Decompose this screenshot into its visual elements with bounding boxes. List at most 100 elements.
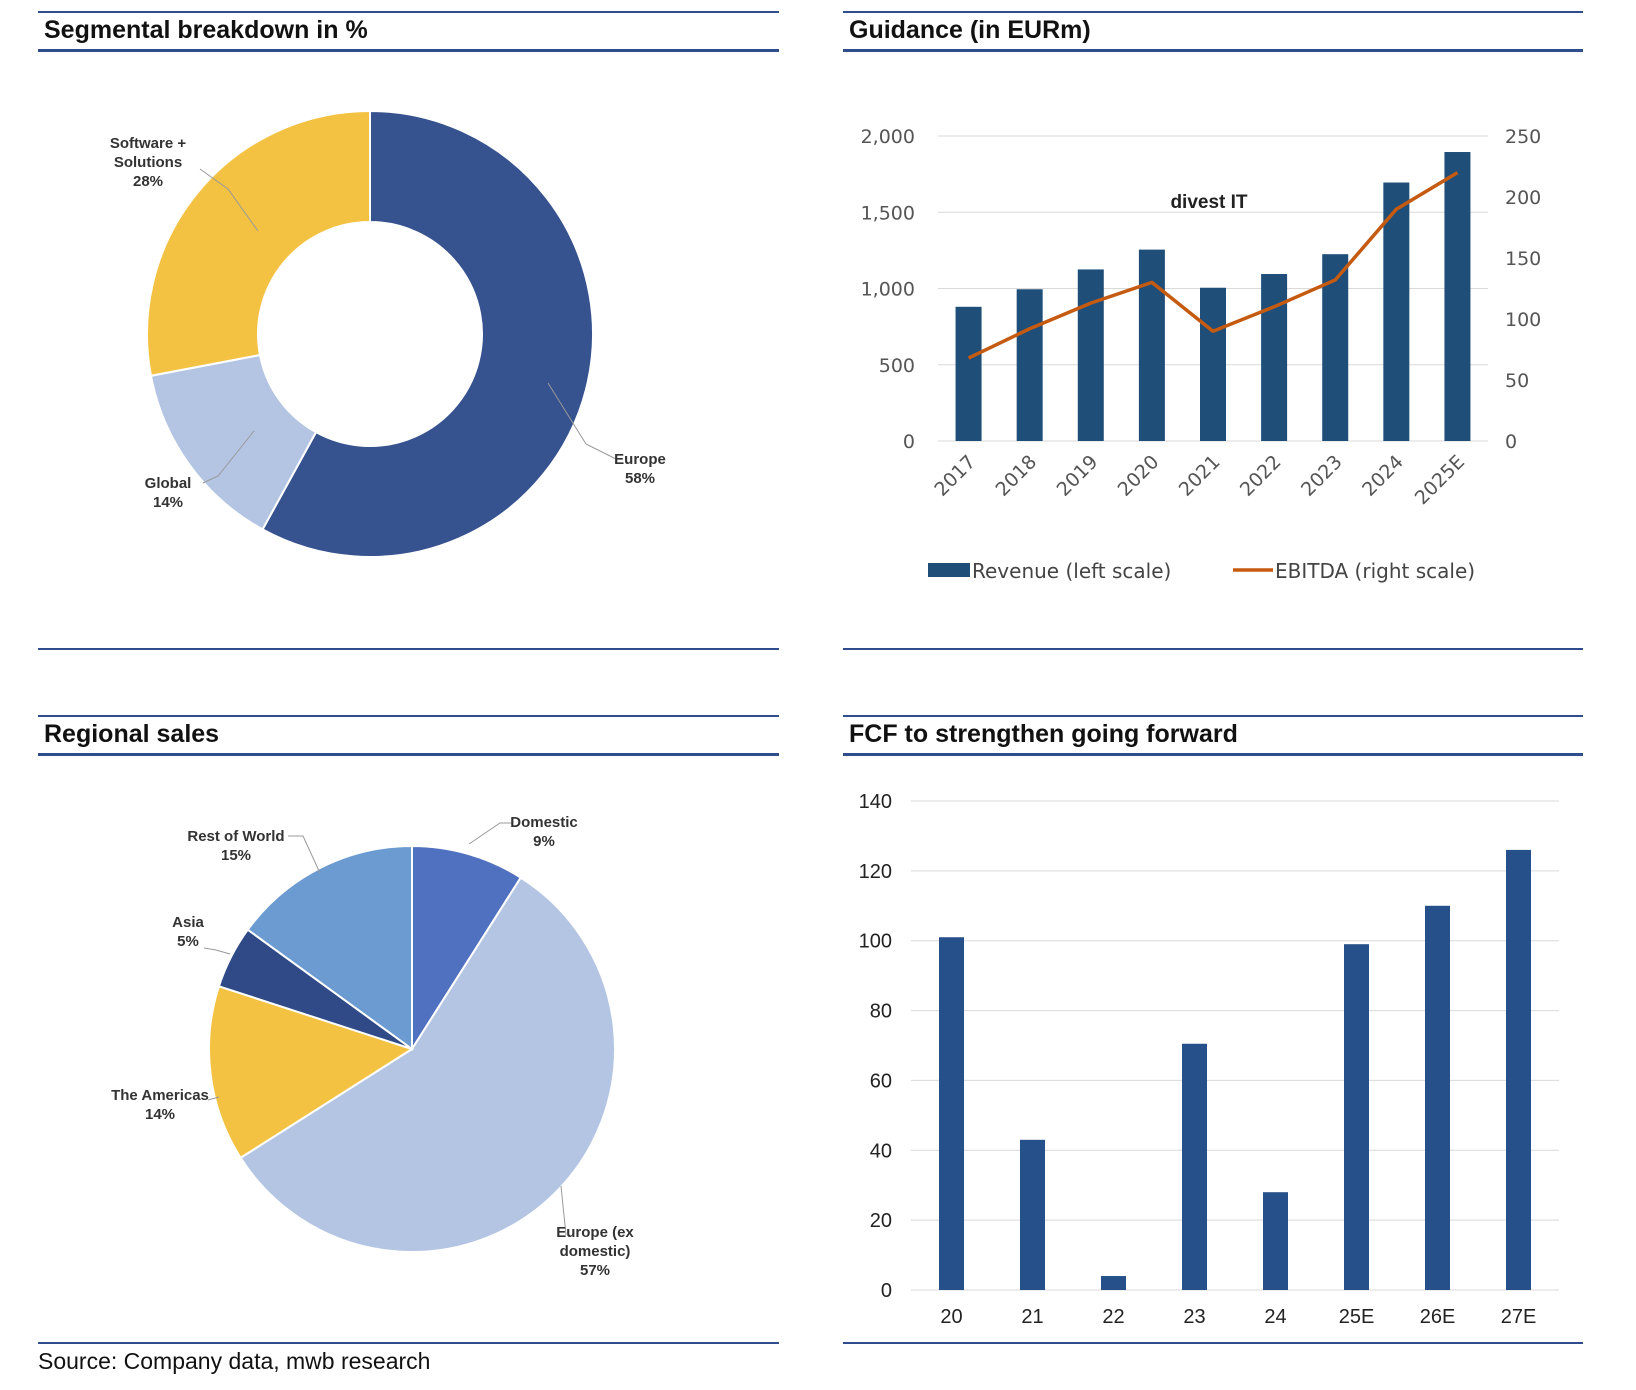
slice-europe-ex-domestic xyxy=(239,876,616,1253)
revenue-bar-2024 xyxy=(1383,182,1410,441)
regional-title: Regional sales xyxy=(44,720,220,748)
slice-label-software-solutions: Software + xyxy=(110,135,187,152)
regional-pie-chart: Domestic 9% Europe (ex domestic) 57% The Amer… xyxy=(111,814,634,1279)
y-tick-label: 2,000 xyxy=(861,126,915,148)
fcf-bottom-rule xyxy=(843,1342,1583,1344)
slice-value-rest-of-world: 15% xyxy=(221,847,251,864)
y-tick-label: 60 xyxy=(870,1070,892,1092)
segmental-panel: Segmental breakdown in % Europe 58% Global… xyxy=(38,11,779,651)
fcf-bar-26e xyxy=(1425,905,1450,1290)
slice-label-domestic: Domestic xyxy=(510,814,578,831)
y2-tick-label: 50 xyxy=(1505,370,1529,392)
ebitda-line xyxy=(967,171,1459,360)
y-tick-label: 500 xyxy=(879,355,915,377)
fcf-bar-24 xyxy=(1263,1192,1288,1290)
y-tick-label: 0 xyxy=(881,1280,892,1302)
y2-tick-label: 100 xyxy=(1505,309,1541,331)
guidance-bottom-rule xyxy=(843,648,1583,650)
slice-label-europe: Europe xyxy=(614,451,666,468)
y-tick-label: 40 xyxy=(870,1140,892,1162)
fcf-bar-27e xyxy=(1506,849,1531,1290)
x-tick-label: 27E xyxy=(1501,1306,1537,1328)
slice-value-europe: 58% xyxy=(625,470,655,487)
y-tick-label: 1,500 xyxy=(861,202,915,224)
slice-label-europe-ex-domestic: domestic) xyxy=(560,1243,631,1260)
slice-label-software-solutions: Solutions xyxy=(114,154,182,171)
revenue-bar-2018 xyxy=(1016,289,1043,441)
x-tick-label: 2019 xyxy=(1053,451,1103,501)
regional-bottom-rule xyxy=(38,1342,779,1344)
revenue-bar-2022 xyxy=(1261,274,1288,441)
revenue-bar-2019 xyxy=(1077,269,1104,441)
x-tick-label: 20 xyxy=(940,1306,962,1328)
x-tick-label: 25E xyxy=(1339,1306,1375,1328)
segmental-bottom-rule xyxy=(38,648,779,650)
x-tick-label: 26E xyxy=(1420,1306,1456,1328)
y-tick-label: 20 xyxy=(870,1210,892,1232)
leader-line-the-americas xyxy=(207,1096,220,1101)
fcf-title-bar: FCF to strengthen going forward xyxy=(843,715,1583,756)
y2-tick-label: 150 xyxy=(1505,248,1541,270)
slice-software-solutions xyxy=(146,109,371,377)
slice-europe xyxy=(261,109,594,558)
fcf-title: FCF to strengthen going forward xyxy=(849,720,1238,748)
legend-revenue-label: Revenue (left scale) xyxy=(972,559,1171,583)
guidance-title: Guidance (in EURm) xyxy=(849,16,1091,44)
leader-line-rest-of-world xyxy=(288,835,321,874)
x-tick-label: 23 xyxy=(1183,1306,1205,1328)
segmental-donut-chart: Europe 58% Global 14% Software + Solutions 28% xyxy=(110,109,666,558)
slice-the-americas xyxy=(208,985,415,1160)
slice-value-europe-ex-domestic: 57% xyxy=(580,1262,610,1279)
x-tick-label: 2017 xyxy=(930,451,980,501)
slice-domestic xyxy=(411,844,523,1053)
x-tick-label: 21 xyxy=(1021,1306,1043,1328)
x-tick-label: 2018 xyxy=(991,451,1041,501)
leader-line-global xyxy=(202,430,255,484)
leader-line-software-solutions xyxy=(199,168,259,232)
fcf-bar-22 xyxy=(1101,1276,1126,1290)
slice-rest-of-world xyxy=(246,844,413,1051)
slice-label-global: Global xyxy=(145,475,192,492)
segmental-title-bar: Segmental breakdown in % xyxy=(38,11,779,52)
legend-ebitda-label: EBITDA (right scale) xyxy=(1275,559,1475,583)
y-tick-label: 1,000 xyxy=(861,279,915,301)
x-tick-label: 2021 xyxy=(1175,451,1225,501)
slice-value-asia: 5% xyxy=(177,933,199,950)
slice-value-the-americas: 14% xyxy=(145,1106,175,1123)
x-tick-label: 2024 xyxy=(1358,451,1408,501)
fcf-bar-20 xyxy=(939,937,964,1290)
slice-label-the-americas: The Americas xyxy=(111,1087,209,1104)
leader-line-domestic xyxy=(468,822,513,845)
x-tick-label: 2022 xyxy=(1236,451,1286,501)
x-tick-label: 24 xyxy=(1264,1306,1286,1328)
legend-revenue-swatch xyxy=(928,563,970,577)
y2-tick-label: 200 xyxy=(1505,187,1541,209)
revenue-bar-2020 xyxy=(1138,249,1165,441)
fcf-bar-23 xyxy=(1182,1043,1207,1290)
slice-value-software-solutions: 28% xyxy=(133,173,163,190)
guidance-panel: Guidance (in EURm) 0 500 1,000 1,500 2,000 0 5… xyxy=(843,11,1583,651)
fcf-bar-21 xyxy=(1020,1139,1045,1290)
x-tick-label: 2023 xyxy=(1297,451,1347,501)
fcf-bar-25e xyxy=(1344,944,1369,1290)
y-tick-label: 120 xyxy=(859,861,892,883)
x-tick-label: 22 xyxy=(1102,1306,1124,1328)
fcf-panel: FCF to strengthen going forward 0 20 40 60 8… xyxy=(843,715,1583,1345)
revenue-bar-2017 xyxy=(955,306,982,441)
x-tick-label: 2025E xyxy=(1411,451,1469,509)
segmental-title: Segmental breakdown in % xyxy=(44,16,368,44)
leader-line-europe xyxy=(547,382,617,460)
x-tick-label: 2020 xyxy=(1114,451,1164,501)
slice-label-asia: Asia xyxy=(172,914,204,931)
revenue-bar-2025e xyxy=(1444,152,1471,441)
leader-line-asia xyxy=(203,947,231,955)
revenue-bar-2021 xyxy=(1200,287,1226,441)
guidance-title-bar: Guidance (in EURm) xyxy=(843,11,1583,52)
y-tick-label: 100 xyxy=(859,931,892,953)
regional-title-bar: Regional sales xyxy=(38,715,779,756)
regional-panel: Regional sales Domestic 9% Europe (ex domes… xyxy=(38,715,779,1345)
leader-line-europe-ex-domestic xyxy=(560,1185,567,1236)
y-tick-label: 80 xyxy=(870,1001,892,1023)
y-tick-label: 0 xyxy=(903,431,915,453)
